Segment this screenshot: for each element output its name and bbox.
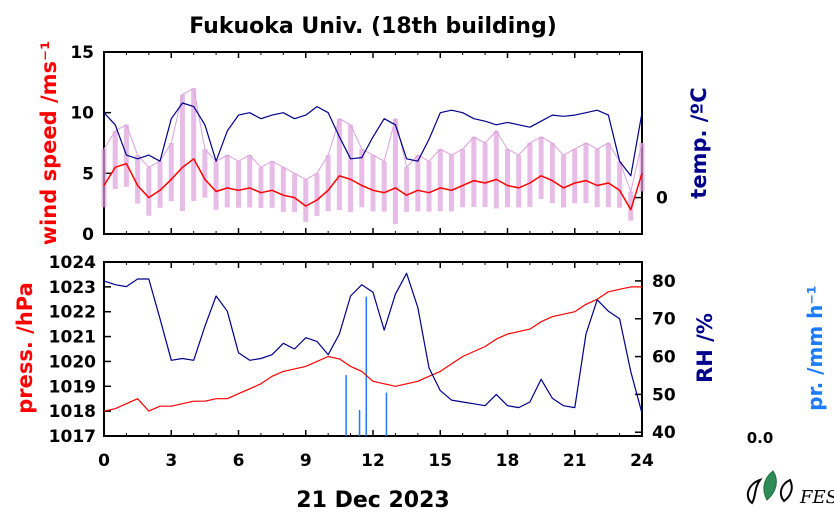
humidity-axis: 40 50 60 70 80: [635, 272, 676, 443]
wind-speed-axis-label: wind speed /ms⁻¹: [37, 41, 61, 246]
wind-tick-label: 5: [82, 164, 94, 184]
x-tick-label: 6: [233, 451, 245, 471]
x-tick-label: 18: [496, 451, 520, 471]
top-right-axis: 0: [635, 189, 668, 209]
temperature-axis-label: temp. /ºC: [687, 87, 711, 198]
pressure-axis-label: press. /hPa: [13, 282, 37, 414]
bottom-panel-frame: [103, 261, 643, 437]
x-tick-label: 12: [361, 451, 385, 471]
wind-raw-line: [103, 87, 643, 192]
pressure-tick-label: 1017: [49, 427, 96, 447]
top-left-axis: 0 5 10 15: [70, 43, 111, 245]
precipitation-axis-label: pr. /mm h⁻¹: [803, 285, 827, 410]
top-panel: 0 5 10 15 0 wind speed /ms⁻¹ temp. /ºC: [37, 41, 711, 246]
x-tick-label: 24: [630, 451, 654, 471]
pressure-line: [103, 286, 642, 412]
top-x-axis: [103, 52, 643, 234]
pressure-axis: 1017 1018 1019 1020 1021 1022 1023 1024: [49, 253, 111, 447]
humidity-line: [103, 272, 643, 414]
wind-tick-label: 10: [70, 104, 94, 124]
pressure-tick-label: 1024: [49, 253, 96, 273]
chart-title: Fukuoka Univ. (18th building): [189, 14, 557, 39]
x-tick-label: 3: [165, 451, 177, 471]
x-tick-label: 0: [98, 451, 110, 471]
temperature-tick-label: 0: [656, 189, 668, 209]
humidity-tick-label: 60: [652, 348, 676, 368]
humidity-tick-label: 80: [652, 272, 676, 292]
top-series-group: [101, 87, 645, 225]
precipitation-tick-label: 0.0: [747, 429, 774, 447]
logo-text: FES: [799, 487, 834, 508]
pressure-tick-label: 1018: [49, 402, 96, 422]
wind-average-line: [103, 158, 643, 211]
pressure-tick-label: 1023: [49, 278, 96, 298]
x-tick-label: 15: [428, 451, 452, 471]
x-tick-label: 9: [300, 451, 312, 471]
pressure-tick-label: 1019: [49, 377, 96, 397]
humidity-tick-label: 70: [652, 310, 676, 330]
humidity-tick-label: 50: [652, 385, 676, 405]
university-logo-leaf-icon: FES: [746, 470, 834, 508]
humidity-axis-label: RH /%: [693, 313, 717, 383]
wind-tick-label: 0: [82, 225, 94, 245]
pressure-tick-label: 1021: [49, 328, 96, 348]
humidity-tick-label: 40: [652, 423, 676, 443]
x-tick-label: 21: [563, 451, 587, 471]
bottom-series-group: [103, 272, 643, 436]
temperature-line: [103, 102, 643, 177]
wind-tick-label: 15: [70, 43, 94, 63]
time-axis: 0 3 6 9 12 15 18 21 24: [98, 262, 654, 471]
pressure-tick-label: 1020: [49, 352, 96, 372]
date-label: 21 Dec 2023: [296, 488, 449, 513]
pressure-tick-label: 1022: [49, 303, 96, 323]
